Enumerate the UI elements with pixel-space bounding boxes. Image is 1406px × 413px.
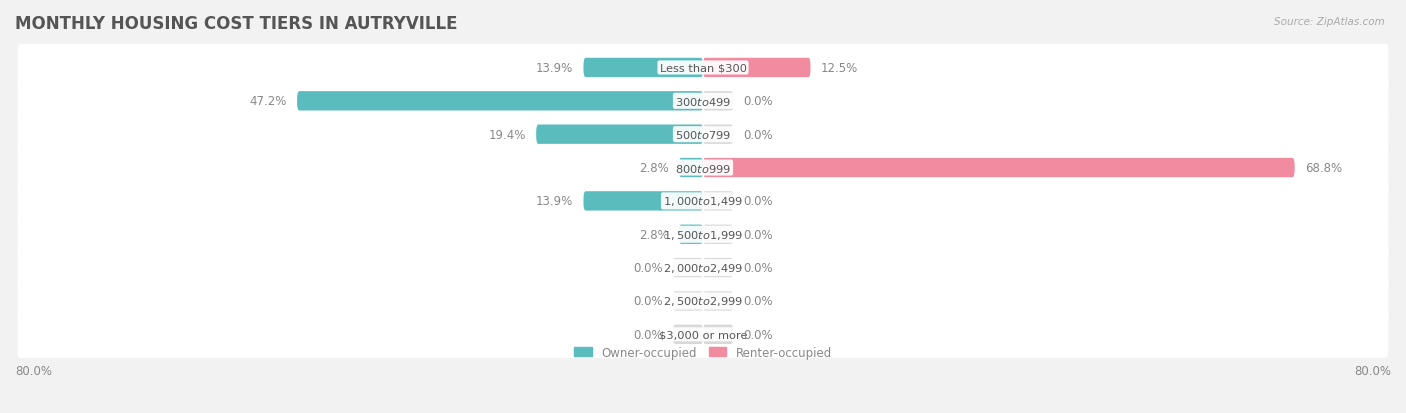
Text: 0.0%: 0.0% bbox=[744, 261, 773, 274]
Text: $3,000 or more: $3,000 or more bbox=[659, 330, 747, 339]
Text: 2.8%: 2.8% bbox=[638, 228, 669, 241]
Text: 0.0%: 0.0% bbox=[633, 328, 662, 341]
Text: 0.0%: 0.0% bbox=[744, 228, 773, 241]
Text: 19.4%: 19.4% bbox=[488, 128, 526, 141]
FancyBboxPatch shape bbox=[703, 225, 733, 244]
Text: $2,500 to $2,999: $2,500 to $2,999 bbox=[664, 295, 742, 308]
FancyBboxPatch shape bbox=[583, 59, 703, 78]
FancyBboxPatch shape bbox=[703, 325, 733, 344]
FancyBboxPatch shape bbox=[679, 159, 703, 178]
Text: 0.0%: 0.0% bbox=[744, 295, 773, 308]
Text: 80.0%: 80.0% bbox=[15, 364, 52, 377]
FancyBboxPatch shape bbox=[583, 192, 703, 211]
Text: 12.5%: 12.5% bbox=[821, 62, 858, 75]
Text: $300 to $499: $300 to $499 bbox=[675, 95, 731, 107]
Text: MONTHLY HOUSING COST TIERS IN AUTRYVILLE: MONTHLY HOUSING COST TIERS IN AUTRYVILLE bbox=[15, 15, 457, 33]
FancyBboxPatch shape bbox=[673, 292, 703, 311]
FancyBboxPatch shape bbox=[703, 258, 733, 278]
Legend: Owner-occupied, Renter-occupied: Owner-occupied, Renter-occupied bbox=[569, 341, 837, 363]
Text: 2.8%: 2.8% bbox=[638, 161, 669, 175]
Text: 0.0%: 0.0% bbox=[633, 261, 662, 274]
FancyBboxPatch shape bbox=[297, 92, 703, 111]
FancyBboxPatch shape bbox=[536, 125, 703, 145]
FancyBboxPatch shape bbox=[673, 325, 703, 344]
FancyBboxPatch shape bbox=[18, 178, 1388, 225]
FancyBboxPatch shape bbox=[18, 111, 1388, 159]
Text: 80.0%: 80.0% bbox=[1354, 364, 1391, 377]
Text: 0.0%: 0.0% bbox=[744, 128, 773, 141]
FancyBboxPatch shape bbox=[673, 258, 703, 278]
Text: $800 to $999: $800 to $999 bbox=[675, 162, 731, 174]
Text: 0.0%: 0.0% bbox=[744, 328, 773, 341]
Text: 47.2%: 47.2% bbox=[249, 95, 287, 108]
Text: $1,000 to $1,499: $1,000 to $1,499 bbox=[664, 195, 742, 208]
Text: 0.0%: 0.0% bbox=[744, 95, 773, 108]
FancyBboxPatch shape bbox=[703, 292, 733, 311]
FancyBboxPatch shape bbox=[679, 225, 703, 244]
FancyBboxPatch shape bbox=[703, 59, 810, 78]
FancyBboxPatch shape bbox=[18, 78, 1388, 125]
FancyBboxPatch shape bbox=[18, 45, 1388, 92]
Text: 13.9%: 13.9% bbox=[536, 62, 574, 75]
FancyBboxPatch shape bbox=[703, 92, 733, 111]
FancyBboxPatch shape bbox=[18, 244, 1388, 292]
Text: Source: ZipAtlas.com: Source: ZipAtlas.com bbox=[1274, 17, 1385, 26]
Text: 0.0%: 0.0% bbox=[633, 295, 662, 308]
Text: 0.0%: 0.0% bbox=[744, 195, 773, 208]
FancyBboxPatch shape bbox=[18, 145, 1388, 192]
Text: 68.8%: 68.8% bbox=[1305, 161, 1343, 175]
Text: $1,500 to $1,999: $1,500 to $1,999 bbox=[664, 228, 742, 241]
Text: $500 to $799: $500 to $799 bbox=[675, 129, 731, 141]
FancyBboxPatch shape bbox=[18, 211, 1388, 258]
Text: Less than $300: Less than $300 bbox=[659, 63, 747, 73]
FancyBboxPatch shape bbox=[703, 192, 733, 211]
Text: $2,000 to $2,499: $2,000 to $2,499 bbox=[664, 261, 742, 274]
Text: 13.9%: 13.9% bbox=[536, 195, 574, 208]
FancyBboxPatch shape bbox=[18, 278, 1388, 325]
FancyBboxPatch shape bbox=[703, 159, 1295, 178]
FancyBboxPatch shape bbox=[703, 125, 733, 145]
FancyBboxPatch shape bbox=[18, 311, 1388, 358]
